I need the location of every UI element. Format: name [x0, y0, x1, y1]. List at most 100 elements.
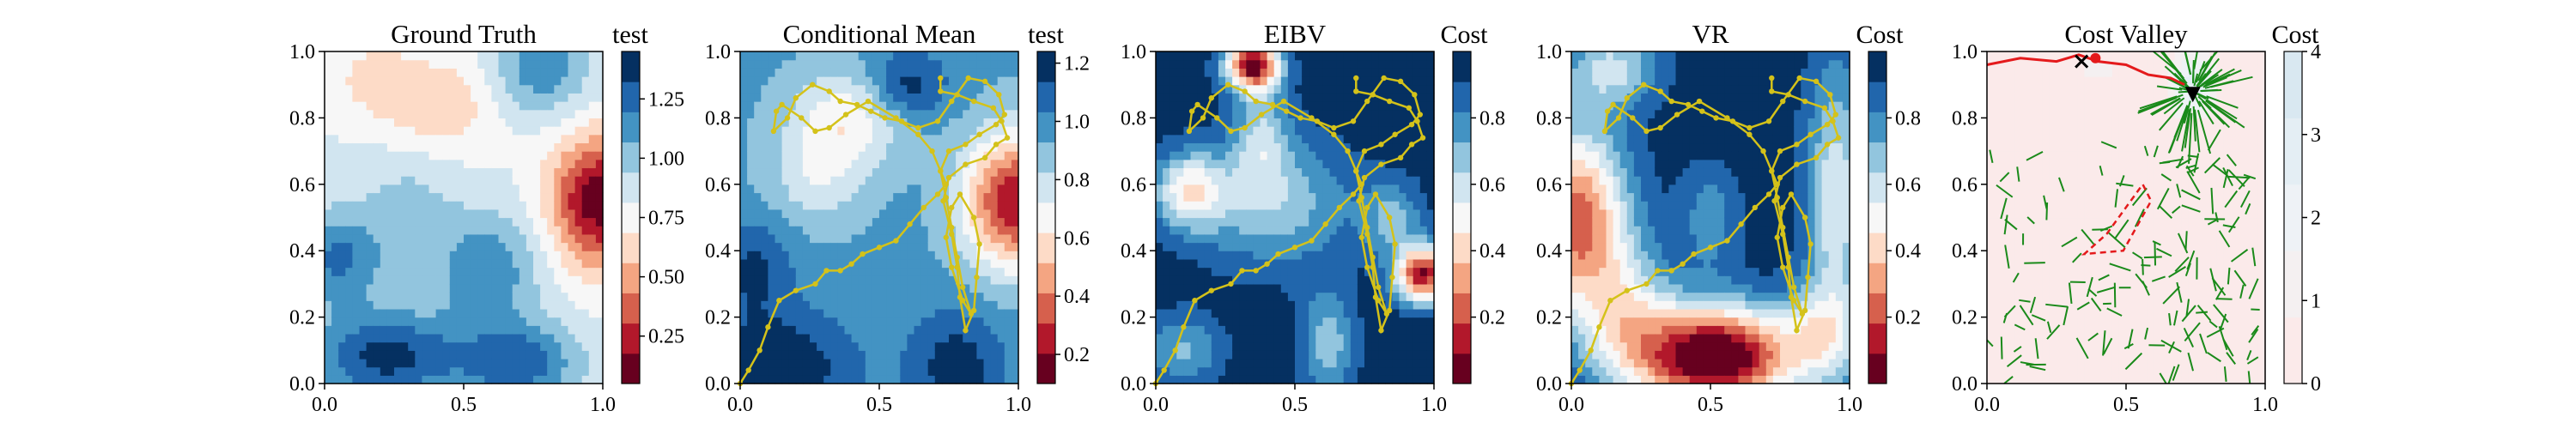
- trajectory-point: [920, 204, 927, 211]
- heatmap-cell: [1204, 292, 1212, 301]
- heatmap-cell: [505, 226, 513, 235]
- heatmap-cell: [810, 68, 817, 77]
- heatmap-cell: [449, 68, 458, 77]
- heatmap-cell: [893, 184, 901, 194]
- heatmap-cell: [914, 118, 922, 127]
- heatmap-cell: [1239, 258, 1247, 269]
- heatmap-cell: [359, 51, 368, 61]
- heatmap-cell: [1357, 51, 1365, 61]
- heatmap-cell: [907, 201, 915, 210]
- heatmap-cell: [540, 217, 548, 227]
- heatmap-cell: [533, 258, 541, 269]
- heatmap-cell: [1246, 258, 1254, 269]
- heatmap-cell: [1239, 275, 1247, 285]
- heatmap-cell: [1163, 208, 1170, 219]
- heatmap-cell: [1273, 142, 1282, 152]
- heatmap-cell: [519, 341, 527, 351]
- heatmap-cell: [1253, 126, 1261, 136]
- heatmap-cell: [851, 366, 860, 376]
- heatmap-cell: [1357, 325, 1365, 335]
- heatmap-cell: [380, 233, 388, 244]
- heatmap-cell: [394, 341, 402, 351]
- heatmap-cell: [526, 142, 534, 152]
- heatmap-cell: [1170, 151, 1177, 160]
- heatmap-cell: [1273, 208, 1282, 219]
- heatmap-cell: [449, 233, 458, 244]
- heatmap-cell: [345, 59, 353, 69]
- trajectory-point: [848, 261, 854, 267]
- heatmap-cell: [949, 325, 957, 335]
- heatmap-cell: [1280, 68, 1289, 77]
- heatmap-cell: [851, 258, 860, 269]
- heatmap-cell: [1343, 68, 1352, 77]
- heatmap-cell: [435, 300, 444, 310]
- heatmap-cell: [435, 76, 444, 86]
- heatmap-cell: [345, 192, 353, 202]
- heatmap-cell: [498, 118, 507, 127]
- heatmap-cell: [1183, 300, 1192, 310]
- heatmap-cell: [491, 167, 500, 177]
- heatmap-cell: [477, 325, 485, 335]
- heatmap-cell: [373, 275, 381, 285]
- heatmap-cell: [345, 258, 353, 269]
- heatmap-cell: [1218, 275, 1226, 285]
- heatmap-cell: [505, 109, 513, 118]
- heatmap-cell: [1364, 151, 1372, 160]
- heatmap-cell: [1406, 126, 1414, 136]
- trajectory-point: [954, 264, 960, 270]
- heatmap-cell: [1183, 217, 1192, 227]
- heatmap-cell: [775, 233, 783, 244]
- heatmap-cell: [588, 118, 597, 127]
- heatmap-cell: [352, 101, 361, 111]
- heatmap-cell: [1357, 242, 1365, 251]
- heatmap-cell: [428, 325, 437, 335]
- heatmap-cell: [907, 134, 915, 144]
- heatmap-cell: [1329, 101, 1338, 111]
- heatmap-cell: [795, 68, 804, 77]
- heatmap-cell: [1295, 267, 1303, 276]
- heatmap-cell: [574, 258, 583, 269]
- heatmap-cell: [1302, 226, 1309, 235]
- heatmap-cell: [1329, 325, 1338, 335]
- heatmap-cell: [1302, 275, 1309, 285]
- heatmap-cell: [893, 76, 901, 86]
- heatmap-cell: [554, 68, 562, 77]
- heatmap-cell: [768, 251, 776, 260]
- heatmap-cell: [1343, 59, 1352, 69]
- heatmap-cell: [914, 201, 922, 210]
- heatmap-cell: [872, 217, 880, 227]
- trajectory-point: [915, 124, 921, 131]
- heatmap-cell: [380, 275, 388, 285]
- heatmap-cell: [366, 201, 374, 210]
- heatmap-cell: [1004, 59, 1012, 69]
- heatmap-cell: [1309, 126, 1316, 136]
- heatmap-cell: [1357, 142, 1365, 152]
- trajectory-point: [949, 204, 955, 211]
- heatmap-cell: [581, 275, 590, 285]
- heatmap-cell: [1204, 76, 1212, 86]
- heatmap-cell: [1392, 167, 1400, 177]
- heatmap-cell: [471, 292, 478, 301]
- heatmap-cell: [325, 68, 332, 77]
- heatmap-cell: [422, 93, 430, 102]
- heatmap-cell: [1315, 126, 1323, 136]
- heatmap-cell: [1260, 233, 1268, 244]
- heatmap-cell: [1183, 201, 1192, 210]
- heatmap-cell: [325, 226, 332, 235]
- heatmap-cell: [802, 142, 811, 152]
- heatmap-cell: [325, 366, 332, 376]
- heatmap-cell: [949, 134, 957, 144]
- heatmap-cell: [1364, 142, 1372, 152]
- heatmap-cell: [1004, 275, 1012, 285]
- heatmap-cell: [976, 118, 985, 127]
- heatmap-cell: [1267, 51, 1275, 61]
- heatmap-cell: [366, 292, 374, 301]
- heatmap-cell: [512, 350, 520, 360]
- heatmap-cell: [997, 333, 1005, 343]
- heatmap-cell: [338, 126, 346, 136]
- heatmap-cell: [498, 226, 507, 235]
- heatmap-cell: [1183, 208, 1192, 219]
- heatmap-cell: [373, 358, 381, 368]
- heatmap-cell: [471, 142, 478, 152]
- heatmap-cell: [754, 283, 762, 293]
